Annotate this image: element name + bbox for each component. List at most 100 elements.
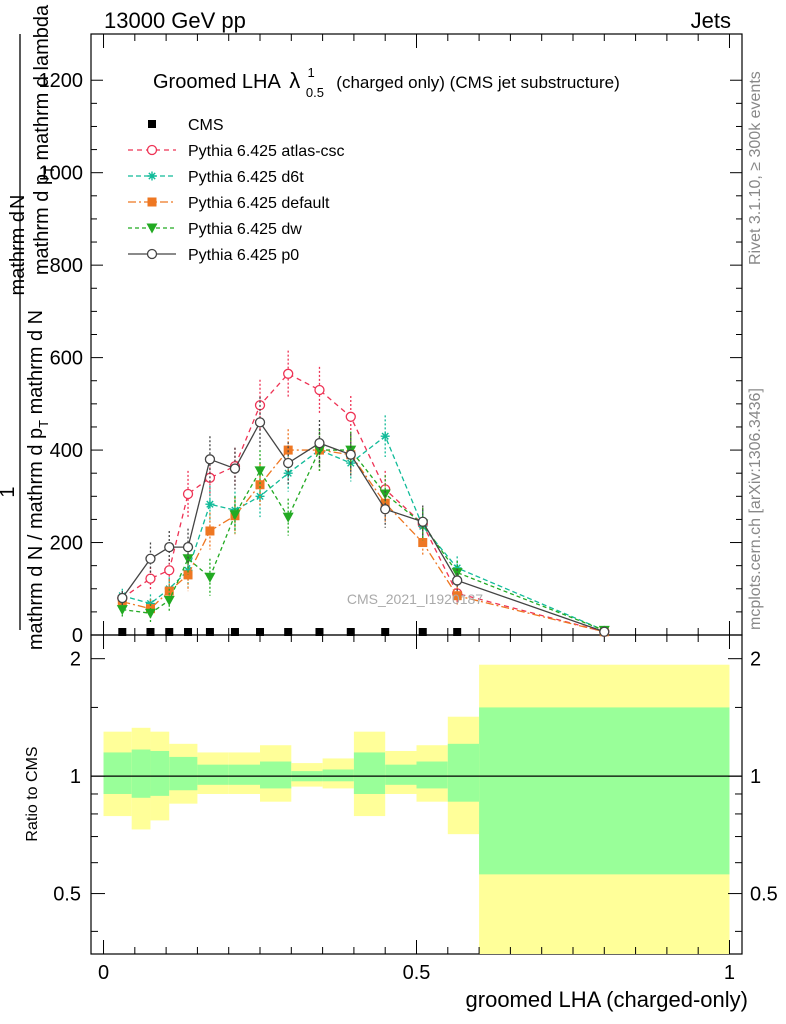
point-default-11: [418, 538, 428, 548]
series-layer: [116, 350, 610, 637]
header-left: 13000 GeV pp: [104, 8, 246, 33]
y-label-numerator-bottom: mathrm d pT mathrm d lambda: [31, 4, 57, 275]
ratio-ytick-label-2: 2: [70, 649, 81, 671]
point-dw-8: [313, 445, 325, 456]
point-atlas-csc-2: [164, 565, 175, 576]
rivet-label: Rivet 3.1.10, ≥ 300k events: [747, 71, 764, 265]
legend-label-p0: Pythia 6.425 p0: [188, 247, 299, 264]
legend-marker-p0: [146, 248, 158, 260]
point-dw-7: [282, 512, 294, 523]
legend-item-CMS: CMS: [148, 117, 224, 134]
legend-item-default: Pythia 6.425 default: [128, 195, 330, 212]
title-symbol: λ: [289, 68, 300, 93]
series-CMS: [118, 628, 609, 636]
ratio-band-inner-5: [228, 764, 261, 785]
legend-item-dw: Pythia 6.425 dw: [128, 221, 302, 238]
title-rest: (charged only) (CMS jet substructure): [336, 73, 619, 92]
point-CMS-9: [346, 628, 355, 636]
point-CMS-3: [184, 628, 193, 636]
point-CMS-6: [256, 628, 265, 636]
point-CMS-2: [165, 628, 174, 636]
main-ytick-label-2: 400: [50, 440, 83, 462]
ratio-band-inner-9: [353, 752, 386, 794]
point-CMS-4: [205, 628, 214, 636]
point-dw-0: [116, 605, 128, 616]
point-d6t-10: [380, 431, 390, 441]
ratio-band-inner-13: [479, 707, 730, 875]
main-x-ticks: [103, 34, 730, 635]
point-default-12: [452, 591, 462, 601]
legend-label-CMS: CMS: [188, 117, 224, 134]
point-atlas-csc-9: [345, 411, 356, 422]
title-main: Groomed LHA: [153, 71, 281, 93]
point-p0-7: [283, 457, 294, 469]
title-sub: 0.5: [306, 85, 324, 100]
ratio-bands: [103, 664, 730, 954]
point-p0-4: [204, 454, 216, 465]
legend-label-default: Pythia 6.425 default: [188, 195, 330, 212]
point-CMS-5: [230, 628, 239, 636]
legend-marker-dw: [146, 223, 158, 234]
point-p0-0: [117, 592, 128, 604]
ratio-band-inner-1: [131, 749, 151, 798]
ratio-y-axis: 0.5 0.5 1 1 2 2: [53, 649, 778, 932]
point-default-7: [283, 445, 293, 455]
point-CMS-1: [146, 628, 155, 636]
point-default-2: [164, 586, 174, 596]
ratio-ytick-label-0: 0.5: [53, 884, 81, 906]
y-label-one: 1: [0, 486, 19, 497]
point-CMS-8: [315, 628, 324, 636]
point-dw-4: [204, 572, 216, 583]
point-p0-9: [345, 449, 356, 460]
ratio-ytick-label-right-1: 1: [750, 766, 761, 788]
series-p0: [117, 396, 610, 637]
legend-item-d6t: Pythia 6.425 d6t: [128, 169, 304, 186]
point-dw-6: [254, 466, 266, 477]
main-ytick-label-3: 600: [50, 348, 83, 370]
point-CMS-7: [284, 628, 293, 636]
point-d6t-3: [183, 565, 193, 575]
point-p0-8: [314, 437, 325, 449]
point-p0-11: [417, 516, 428, 527]
ratio-ytick-label-right-2: 2: [750, 649, 761, 671]
header-right: Jets: [691, 8, 731, 33]
watermark: CMS_2021_I1920187: [347, 591, 483, 607]
legend-label-atlas-csc: Pythia 6.425 atlas-csc: [188, 143, 345, 160]
mcplots-label: mcplots.cern.ch [arXiv:1306.3436]: [747, 388, 764, 630]
legend-item-p0: Pythia 6.425 p0: [128, 247, 299, 264]
point-p0-12: [452, 575, 463, 586]
main-ytick-label-5: 1000: [39, 163, 84, 185]
point-default-4: [205, 526, 215, 536]
legend-marker-d6t: [147, 171, 157, 181]
point-p0-1: [145, 553, 156, 564]
point-p0-6: [254, 417, 266, 428]
point-CMS-11: [418, 628, 427, 636]
ratio-band-inner-12: [447, 743, 480, 802]
title-sup: 1: [308, 65, 315, 80]
point-dw-5: [229, 510, 241, 521]
main-y-axis: 0 200 400 600 800 1000 1200: [39, 70, 742, 647]
x-axis-label: groomed LHA (charged-only): [466, 987, 748, 1012]
point-d6t-12: [452, 563, 462, 573]
point-dw-2: [163, 595, 175, 606]
point-default-6: [255, 480, 265, 490]
ratio-x-axis: 0 0.5 1: [98, 635, 735, 984]
point-CMS-10: [381, 628, 390, 636]
legend-item-atlas-csc: Pythia 6.425 atlas-csc: [128, 143, 345, 160]
ratio-band-inner-3: [169, 756, 198, 791]
ratio-xtick-label-2: 1: [724, 962, 735, 984]
legend-marker-CMS: [148, 120, 156, 128]
main-ytick-label-6: 1200: [39, 70, 84, 92]
point-p0-13: [599, 626, 610, 637]
point-CMS-12: [453, 628, 462, 636]
main-ytick-label-0: 0: [72, 625, 83, 647]
series-line-default: [122, 449, 605, 633]
point-d6t-4: [205, 499, 215, 509]
ratio-band-inner-8: [322, 769, 354, 782]
point-atlas-csc-8: [314, 384, 325, 396]
legend-label-dw: Pythia 6.425 dw: [188, 221, 302, 238]
ratio-xtick-label-1: 0.5: [403, 962, 431, 984]
point-atlas-csc-7: [283, 368, 294, 379]
ratio-band-inner-11: [416, 761, 448, 789]
